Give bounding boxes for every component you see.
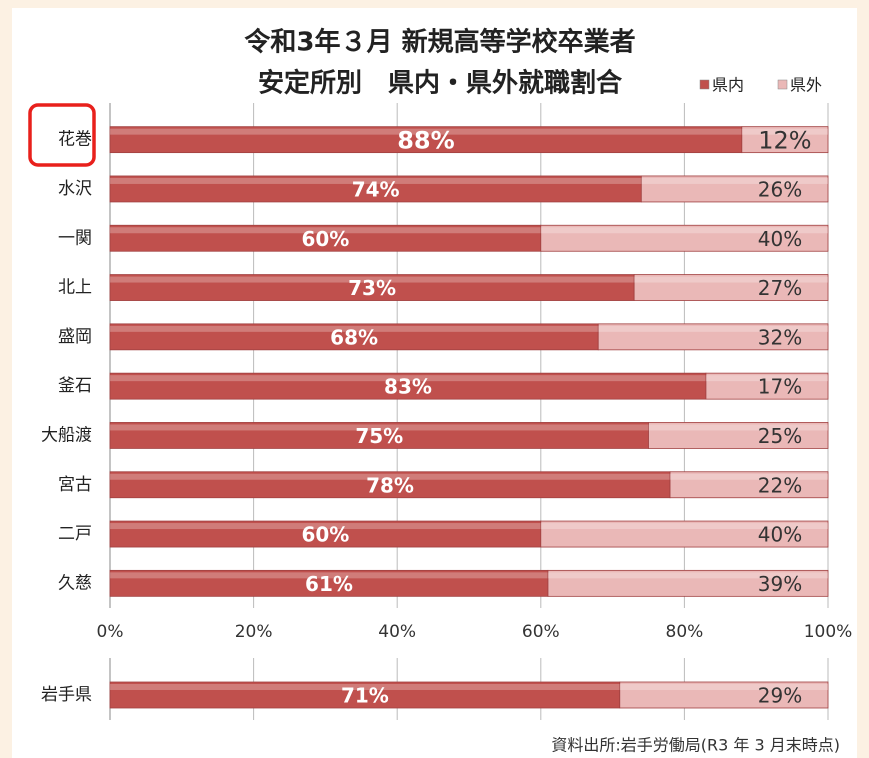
y-tick-label: 一関 [58,228,92,248]
source-note: 資料出所:岩手労働局(R3 年 3 月末時点) [551,736,840,755]
y-tick-label: 盛岡 [58,327,92,347]
x-tick-label: 60% [522,622,560,642]
x-tick-label: 100% [804,622,853,642]
value-label: 68% [330,325,378,349]
legend-swatch [777,79,788,90]
value-label: 78% [366,473,414,497]
y-tick-label: 大船渡 [41,425,92,445]
legend-label: 県内 [712,76,744,95]
bar [109,569,549,597]
value-label: 26% [758,177,802,201]
value-label: 71% [341,684,389,708]
bar-shine [619,684,828,690]
x-tick-label: 80% [666,622,704,642]
bar-shine [110,523,541,530]
bar-shine [110,375,706,382]
value-label: 27% [758,276,802,300]
bar-shine [110,424,649,431]
bar [633,274,829,301]
bar-shine [110,177,642,184]
y-tick-label: 北上 [58,278,92,298]
value-label: 74% [352,177,400,201]
chart-subtitle: 安定所別 県内・県外就職割合 [258,68,623,99]
x-tick-label: 20% [235,622,273,642]
bar [669,471,829,499]
value-label: 73% [348,276,396,300]
y-tick-label: 花巻 [58,130,92,150]
y-tick-label: 二戸 [58,524,92,544]
value-label: 25% [758,424,802,448]
bar-shine [634,276,828,283]
bar-shine [648,424,828,431]
value-label: 60% [301,227,349,251]
value-label: 83% [384,375,432,399]
bar-shine [110,276,635,283]
value-label: 17% [758,375,802,399]
x-tick-label: 0% [97,622,124,642]
legend-label: 県外 [790,76,822,95]
bar [109,422,649,449]
y-tick-label: 岩手県 [41,685,92,705]
bar [109,126,743,154]
bar [109,520,542,548]
bar-shine [741,128,828,135]
bar [619,681,829,709]
bar [741,126,829,154]
bar-shine [110,473,671,480]
value-label: 40% [758,227,802,251]
bar-shine [641,177,828,184]
x-tick-label: 40% [378,622,416,642]
value-label: 22% [758,473,802,497]
value-label: 88% [397,127,454,155]
value-label: 39% [758,572,802,596]
value-label: 40% [758,523,802,547]
y-tick-label: 釜石 [58,376,92,396]
value-label: 29% [758,684,802,708]
bar [109,681,621,709]
bar-shine [540,523,828,530]
value-label: 75% [355,424,403,448]
y-tick-label: 水沢 [58,179,92,199]
chart-title: 令和3年３月 新規高等学校卒業者 [244,27,635,58]
value-label: 61% [305,572,353,596]
bar-shine [705,375,828,382]
bar-shine [540,227,828,234]
bar-shine [110,227,541,234]
bar-shine [598,325,828,332]
bar [547,569,829,597]
bar-shine [110,128,742,135]
bar [640,175,829,203]
value-label: 60% [301,523,349,547]
highlight-box [28,103,96,167]
bar [540,224,829,252]
bar [109,372,707,400]
bar-shine [110,684,620,690]
bar [109,175,642,203]
y-tick-label: 久慈 [58,573,92,593]
legend-swatch [699,79,710,90]
y-tick-label: 宮古 [58,475,92,495]
value-label: 12% [758,127,811,155]
bar-shine [110,572,548,579]
bar [109,471,671,499]
bar-shine [670,473,828,480]
bar [648,422,829,449]
bar [597,323,829,351]
value-label: 32% [758,325,802,349]
bar-shine [110,325,599,332]
bar [705,372,829,400]
bar [109,323,599,351]
bar [540,520,829,548]
bar-shine [547,572,828,579]
